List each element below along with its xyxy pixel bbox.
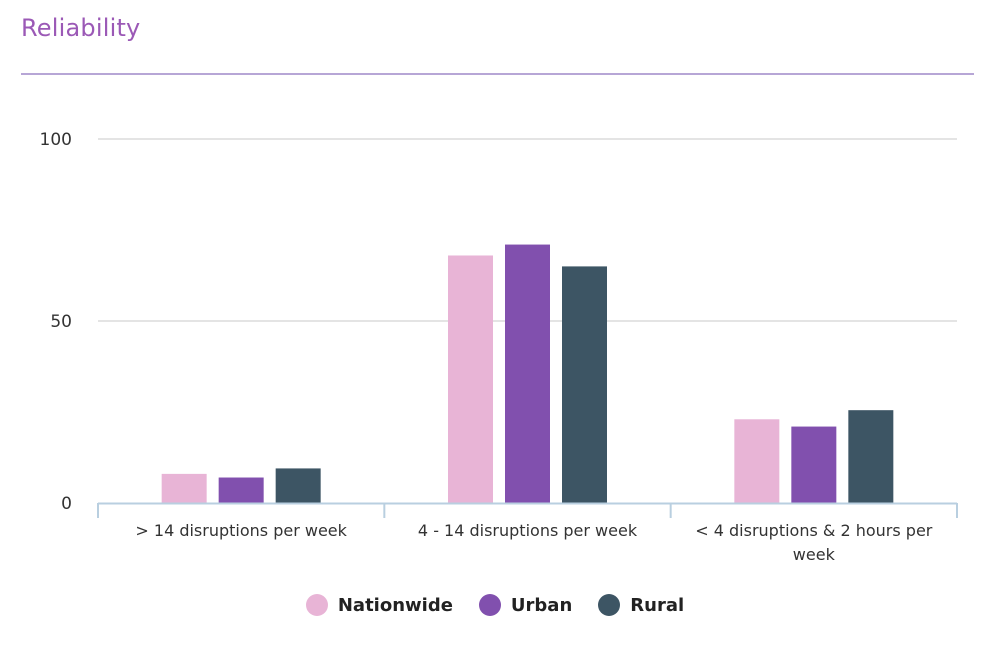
bar-nationwide-1[interactable] <box>448 255 493 503</box>
bar-rural-1[interactable] <box>562 266 607 503</box>
y-tick-label-0: 0 <box>61 494 72 514</box>
page-title: Reliability <box>21 14 141 42</box>
y-axis-ticks: 0 50 100 <box>40 130 72 514</box>
x-axis <box>97 502 958 518</box>
x-category-label-2: < 4 disruptions & 2 hours per week <box>695 521 933 564</box>
legend-label-nationwide: Nationwide <box>337 594 453 616</box>
bar-urban-1[interactable] <box>505 244 550 503</box>
x-category-label-1: 4 - 14 disruptions per week <box>418 521 638 540</box>
bars <box>161 244 894 503</box>
legend-item-rural[interactable]: Rural <box>598 594 684 616</box>
legend-item-urban[interactable]: Urban <box>478 594 573 616</box>
x-axis-category-labels: > 14 disruptions per week 4 - 14 disrupti… <box>135 521 932 564</box>
bar-nationwide-2[interactable] <box>734 419 780 503</box>
chart-legend: Nationwide Urban Rural <box>0 594 990 616</box>
legend-label-rural: Rural <box>630 594 685 616</box>
bar-urban-2[interactable] <box>791 426 837 503</box>
legend-label-urban: Urban <box>510 594 573 616</box>
bar-urban-0[interactable] <box>218 477 264 503</box>
bar-rural-0[interactable] <box>275 468 321 503</box>
legend-item-nationwide[interactable]: Nationwide <box>305 594 453 616</box>
x-category-label-0: > 14 disruptions per week <box>135 521 347 540</box>
legend-swatch-rural <box>598 594 621 616</box>
y-tick-label-100: 100 <box>40 130 72 150</box>
legend-swatch-urban <box>478 594 501 616</box>
bar-rural-2[interactable] <box>848 410 894 503</box>
legend-swatch-nationwide <box>305 594 328 616</box>
title-divider <box>21 73 974 75</box>
bar-nationwide-0[interactable] <box>161 473 207 503</box>
y-tick-label-50: 50 <box>50 312 72 332</box>
